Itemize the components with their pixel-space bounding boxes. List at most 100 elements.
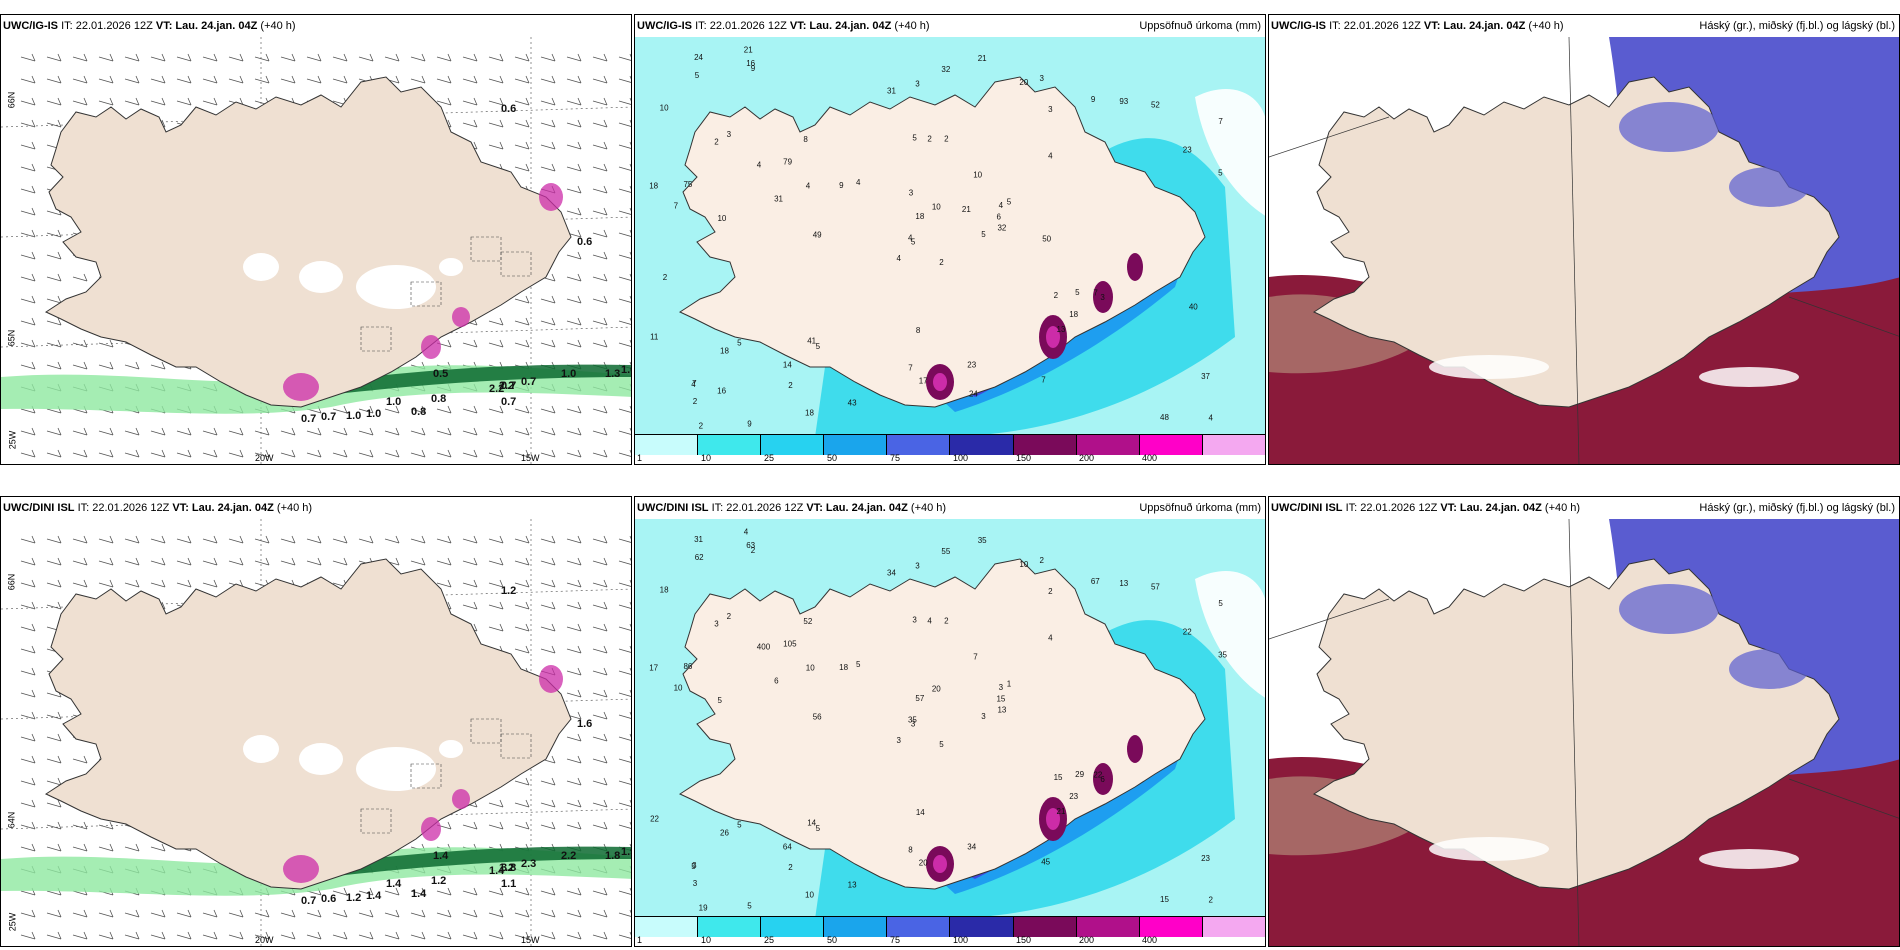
precip-amount-label: 64 — [783, 843, 792, 852]
wind-barb — [514, 623, 530, 632]
wind-barb — [202, 557, 218, 566]
wind-barb — [98, 53, 114, 62]
legend-swatch — [698, 435, 762, 455]
precip-max-inner — [933, 855, 947, 873]
precip-title: Uppsöfnuð úrkoma (mm) — [1139, 20, 1261, 32]
wind-barb — [20, 53, 36, 62]
wind-barb — [20, 909, 36, 918]
precip-amount-label: 3 — [1039, 74, 1044, 83]
precip-amount-label: 3 — [714, 620, 719, 629]
iceland-land — [678, 76, 1206, 408]
wind-barb — [98, 427, 114, 436]
wind-value-label: 3.8 — [501, 862, 516, 874]
precip-amount-label: 52 — [803, 617, 812, 626]
projection-line — [1788, 778, 1899, 819]
glacier-patch — [243, 253, 279, 281]
glacier-patch — [439, 258, 463, 276]
precip-amount-label: 3 — [1048, 105, 1053, 114]
wind-barb — [566, 251, 582, 260]
precip-amount-label: 10 — [674, 684, 683, 693]
precip-panel-row2: UWC/DINI ISL IT: 22.01.2026 12Z VT: Lau.… — [634, 496, 1266, 947]
wind-value-label: 1.2 — [431, 875, 446, 887]
precip-amount-label: 5 — [691, 862, 696, 871]
wind-barb — [332, 887, 348, 896]
precip-amount-label: 105 — [783, 639, 797, 648]
wind-value-label: 1.0 — [366, 408, 381, 420]
precip-amount-label: 3 — [912, 615, 917, 624]
projection-line — [1269, 116, 1390, 158]
legend-swatch — [1202, 917, 1265, 937]
wind-barb — [332, 909, 348, 918]
iceland-land — [44, 76, 572, 408]
precip-amount-label: 4 — [1048, 634, 1053, 643]
wind-barb — [592, 207, 608, 216]
icing-hatch — [410, 763, 442, 789]
wind-barb — [254, 535, 270, 544]
precip-amount-label: 3 — [909, 188, 914, 197]
wind-barb — [436, 97, 452, 106]
precip-amount-label: 57 — [915, 694, 924, 703]
precip-amount-label: 19 — [699, 903, 708, 912]
wind-barb — [98, 843, 114, 852]
precip-amount-label: 31 — [774, 195, 783, 204]
precip-amount-label: 52 — [1151, 100, 1160, 109]
precip-amount-label: 16 — [717, 387, 726, 396]
wind-map: 0.7 0.7 1.0 1.0 1.0 0.8 0.8 0.7 0.7 0.7 1.0 1.0 0.6 0… — [1, 37, 631, 464]
wind-barb — [514, 449, 530, 458]
wind-barb — [124, 535, 140, 544]
wind-value-label: 0.5 — [433, 368, 448, 380]
precip-amount-label: 62 — [695, 553, 704, 562]
wind-barb — [592, 711, 608, 720]
wind-barb — [410, 449, 426, 458]
precip-amount-label: 2 — [1208, 896, 1213, 905]
wind-barb — [20, 667, 36, 676]
wind-barb — [436, 405, 452, 414]
wind-barb — [20, 295, 36, 304]
precip-panel-row1: UWC/IG-IS IT: 22.01.2026 12Z VT: Lau. 24… — [634, 14, 1266, 465]
wind-barb — [150, 843, 166, 852]
precip-amount-label: 2 — [1048, 587, 1053, 596]
iceland-land — [44, 558, 572, 890]
wind-barb — [618, 821, 631, 829]
wind-barb — [410, 887, 426, 896]
wind-value-label: 1.2 — [346, 892, 361, 904]
precip-amount-label: 9 — [751, 64, 756, 73]
precip-amount-label: 7 — [674, 202, 679, 211]
wind-barb — [280, 53, 296, 62]
wind-barb — [618, 163, 631, 171]
cloud-panel-row1: UWC/IG-IS IT: 22.01.2026 12Z VT: Lau. 24… — [1268, 14, 1900, 465]
legend-tick-label: 1 — [637, 453, 643, 463]
wind-barb — [618, 667, 631, 675]
wind-barb — [332, 53, 348, 62]
wind-barb — [358, 887, 374, 896]
wind-barb — [436, 75, 452, 84]
wind-barb — [592, 141, 608, 150]
precip-max-inner — [933, 373, 947, 391]
wind-barb — [150, 53, 166, 62]
wind-barb — [20, 557, 36, 566]
wind-barb — [592, 821, 608, 830]
legend-tick-label: 25 — [764, 935, 775, 945]
precip-amount-label: 5 — [1218, 168, 1223, 177]
wind-barb — [488, 931, 504, 940]
wind-barb — [176, 449, 192, 458]
wind-barb — [618, 535, 631, 543]
lon-label-15: 15W — [521, 935, 540, 945]
wind-barb — [618, 623, 631, 631]
wind-barb — [358, 909, 374, 918]
wind-barb — [306, 427, 322, 436]
wind-value-label: 0.6 — [321, 893, 336, 905]
projection-line — [1568, 37, 1580, 464]
wind-barb — [176, 909, 192, 918]
clear-gap — [1429, 837, 1549, 861]
precip-amount-label: 23 — [967, 361, 976, 370]
precip-amount-label: 7 — [1093, 288, 1098, 297]
precip-amount-label: 2 — [944, 616, 949, 625]
wind-barb — [592, 733, 608, 742]
wind-value-label: 2.2 — [499, 380, 514, 392]
precip-amount-label: 55 — [941, 547, 950, 556]
wind-barb — [488, 579, 504, 588]
wind-value-label: 1.4 — [386, 878, 402, 890]
precip-amount-label: 29 — [1075, 770, 1084, 779]
wind-barb — [384, 909, 400, 918]
